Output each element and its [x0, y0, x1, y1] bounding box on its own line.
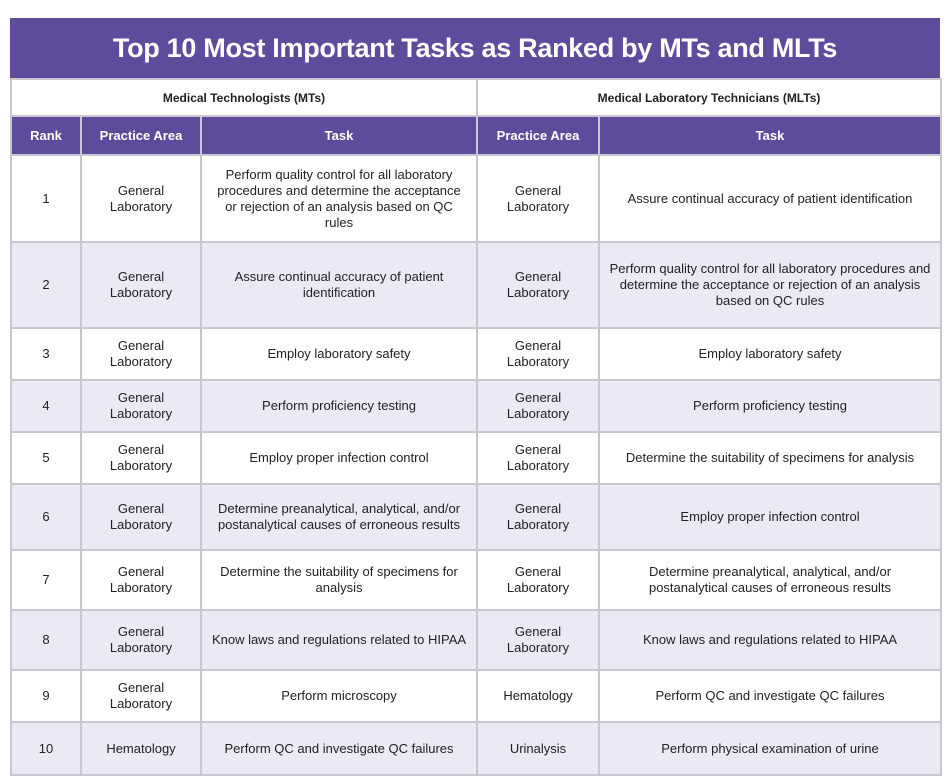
table-row: 7 General Laboratory Determine the suitabi…: [10, 549, 943, 611]
rank-cell: 8: [10, 609, 82, 671]
practice-area-cell: General Laboratory: [476, 483, 600, 551]
practice-area-cell: General Laboratory: [80, 669, 202, 723]
practice-area-cell: General Laboratory: [476, 241, 600, 329]
group-header: Medical Laboratory Technicians (MLTs): [475, 78, 943, 117]
practice-area-cell: General Laboratory: [80, 154, 202, 243]
task-cell: Perform QC and investigate QC failures: [200, 721, 478, 776]
practice-area-cell: General Laboratory: [476, 379, 600, 433]
table-row: 9 General Laboratory Perform microscopy Hem…: [10, 669, 943, 723]
practice-area-cell: General Laboratory: [476, 327, 600, 381]
column-header: Practice Area: [476, 115, 600, 156]
practice-area-cell: General Laboratory: [80, 431, 202, 485]
task-cell: Perform QC and investigate QC failures: [597, 669, 943, 723]
practice-area-cell: General Laboratory: [476, 609, 600, 671]
task-cell: Determine preanalytical, analytical, and…: [597, 549, 943, 611]
title: Top 10 Most Important Tasks as Ranked by…: [10, 18, 940, 78]
practice-area-cell: General Laboratory: [476, 154, 600, 243]
table-row: 10 Hematology Perform QC and investigate Q…: [10, 721, 943, 776]
practice-area-cell: General Laboratory: [80, 609, 202, 671]
group-header: Medical Technologists (MTs): [10, 78, 478, 117]
table-row: 5 General Laboratory Employ proper infecti…: [10, 431, 943, 485]
task-cell: Assure continual accuracy of patient ide…: [597, 154, 943, 243]
rank-cell: 2: [10, 241, 82, 329]
task-cell: Perform quality control for all laborato…: [597, 241, 943, 329]
table-row: 1 General Laboratory Perform quality contr…: [10, 154, 943, 243]
task-cell: Know laws and regulations related to HIP…: [597, 609, 943, 671]
rank-cell: 5: [10, 431, 82, 485]
practice-area-cell: General Laboratory: [476, 549, 600, 611]
rank-cell: 4: [10, 379, 82, 433]
task-cell: Perform microscopy: [200, 669, 478, 723]
practice-area-cell: General Laboratory: [80, 327, 202, 381]
table-row: 8 General Laboratory Know laws and regulat…: [10, 609, 943, 671]
table-head: Medical Technologists (MTs) Medical Labo…: [10, 78, 943, 156]
practice-area-cell: Hematology: [476, 669, 600, 723]
table: Medical Technologists (MTs) Medical Labo…: [10, 78, 943, 776]
task-cell: Perform proficiency testing: [597, 379, 943, 433]
rank-cell: 3: [10, 327, 82, 381]
practice-area-cell: Hematology: [80, 721, 202, 776]
practice-area-cell: Urinalysis: [476, 721, 600, 776]
rank-cell: 6: [10, 483, 82, 551]
table-row: 6 General Laboratory Determine preanalytic…: [10, 483, 943, 551]
group-header-row: Medical Technologists (MTs) Medical Labo…: [10, 78, 943, 117]
rank-cell: 10: [10, 721, 82, 776]
column-header: Rank: [10, 115, 82, 156]
task-cell: Employ proper infection control: [597, 483, 943, 551]
column-header: Practice Area: [80, 115, 202, 156]
practice-area-cell: General Laboratory: [80, 549, 202, 611]
task-cell: Perform quality control for all laborato…: [200, 154, 478, 243]
task-cell: Employ laboratory safety: [200, 327, 478, 381]
task-cell: Assure continual accuracy of patient ide…: [200, 241, 478, 329]
column-header: Task: [200, 115, 478, 156]
task-cell: Determine the suitability of specimens f…: [597, 431, 943, 485]
rank-cell: 7: [10, 549, 82, 611]
table-row: 3 General Laboratory Employ laboratory saf…: [10, 327, 943, 381]
rank-cell: 1: [10, 154, 82, 243]
task-cell: Know laws and regulations related to HIP…: [200, 609, 478, 671]
column-header: Task: [597, 115, 943, 156]
task-cell: Perform physical examination of urine: [597, 721, 943, 776]
task-cell: Perform proficiency testing: [200, 379, 478, 433]
column-header-row: Rank Practice Area Task Practice Area Task: [10, 115, 943, 156]
practice-area-cell: General Laboratory: [80, 483, 202, 551]
rank-cell: 9: [10, 669, 82, 723]
table-figure: Top 10 Most Important Tasks as Ranked by…: [10, 18, 943, 776]
practice-area-cell: General Laboratory: [476, 431, 600, 485]
practice-area-cell: General Laboratory: [80, 241, 202, 329]
table-row: 2 General Laboratory Assure continual accu…: [10, 241, 943, 329]
task-cell: Employ laboratory safety: [597, 327, 943, 381]
table-body: 1 General Laboratory Perform quality contr…: [10, 154, 943, 776]
practice-area-cell: General Laboratory: [80, 379, 202, 433]
table-row: 4 General Laboratory Perform proficiency t…: [10, 379, 943, 433]
task-cell: Determine preanalytical, analytical, and…: [200, 483, 478, 551]
task-cell: Employ proper infection control: [200, 431, 478, 485]
task-cell: Determine the suitability of specimens f…: [200, 549, 478, 611]
